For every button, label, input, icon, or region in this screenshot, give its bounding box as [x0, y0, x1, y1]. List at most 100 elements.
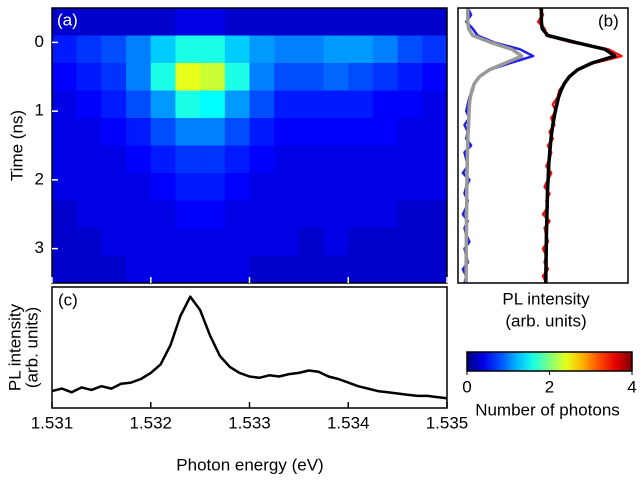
heatmap-cell	[52, 118, 78, 146]
heatmap-cell	[200, 63, 226, 91]
heatmap-cell	[101, 173, 127, 201]
heatmap-cell	[101, 8, 127, 36]
heatmap-cell	[249, 200, 275, 229]
heatmap-cell	[397, 228, 423, 256]
heatmap-cell	[126, 173, 152, 201]
heatmap-cell	[126, 118, 152, 146]
heatmap-cell	[52, 8, 78, 36]
x-tick-label: 1.533	[228, 413, 271, 432]
heatmap-cell	[323, 145, 349, 174]
heatmap-cell	[200, 228, 226, 256]
heatmap-cell	[200, 255, 226, 284]
heatmap-cell	[101, 90, 127, 119]
heatmap-cell	[101, 118, 127, 146]
heatmap-cell	[150, 118, 176, 146]
heatmap-cell	[249, 118, 275, 146]
heatmap-cell	[348, 255, 374, 284]
heatmap-cell	[249, 228, 275, 256]
heatmap-cell	[200, 200, 226, 229]
heatmap-cell	[52, 90, 78, 119]
heatmap-cell	[422, 63, 448, 91]
heatmap-cell	[175, 118, 201, 146]
heatmap-cell	[422, 200, 448, 229]
heatmap-cell	[175, 145, 201, 174]
heatmap-cell	[101, 35, 127, 64]
heatmap-cell	[126, 63, 152, 91]
heatmap-cell	[76, 145, 102, 174]
heatmap-cell	[52, 228, 78, 256]
heatmap-cell	[298, 228, 325, 256]
heatmap-cell	[323, 255, 349, 284]
heatmap-cell	[224, 145, 250, 174]
heatmap-cell	[126, 255, 152, 284]
heatmap-cell	[126, 145, 152, 174]
spectrum	[51, 295, 448, 400]
colorbar-tick-label: 0	[462, 377, 471, 396]
heatmap-cell	[175, 90, 201, 119]
x-tick-label: 1.532	[129, 413, 172, 432]
y-axis-title: Time (ns)	[7, 110, 26, 181]
y-tick-label: 2	[35, 169, 44, 188]
heatmap-cell	[101, 228, 127, 256]
x-tick-label: 1.531	[31, 413, 74, 432]
heatmap-cell	[76, 200, 102, 229]
heatmap-cell	[422, 228, 448, 256]
heatmap-cell	[274, 173, 300, 201]
heatmap-cell	[274, 90, 300, 119]
heatmap-cell	[249, 173, 275, 201]
heatmap-cell	[126, 35, 152, 64]
heatmap-cell	[274, 200, 300, 229]
heatmap-cell	[323, 90, 349, 119]
trace	[464, 8, 524, 283]
heatmap-cell	[298, 90, 325, 119]
heatmap-cell	[200, 35, 226, 64]
heatmap-cell	[200, 173, 226, 201]
heatmap-cell	[274, 8, 300, 36]
heatmap-cell	[150, 173, 176, 201]
heatmap-cell	[274, 228, 300, 256]
heatmap-cell	[52, 35, 78, 64]
heatmap-cell	[298, 118, 325, 146]
y-axis-title: PL intensity	[5, 303, 24, 391]
heatmap-cell	[348, 63, 374, 91]
y-tick-label: 3	[35, 238, 44, 257]
heatmap-cell	[126, 8, 152, 36]
heatmap-cell	[372, 228, 399, 256]
heatmap-cell	[224, 35, 250, 64]
heatmap-cell	[372, 35, 399, 64]
heatmap-cell	[348, 8, 374, 36]
heatmap-cell	[224, 228, 250, 256]
heatmap-cell	[422, 255, 448, 284]
heatmap-cell	[150, 63, 176, 91]
heatmap-cell	[298, 255, 325, 284]
heatmap-cell	[150, 145, 176, 174]
heatmap-cell	[397, 35, 423, 64]
heatmap-cell	[397, 118, 423, 146]
heatmap-cell	[348, 228, 374, 256]
heatmap-cell	[249, 35, 275, 64]
panel-frame	[457, 7, 629, 284]
heatmap-cell	[372, 90, 399, 119]
heatmap-cell	[249, 8, 275, 36]
heatmap-cell	[150, 90, 176, 119]
heatmap-cell	[224, 118, 250, 146]
heatmap-cell	[397, 255, 423, 284]
heatmap-cell	[200, 118, 226, 146]
heatmap-cell	[422, 173, 448, 201]
heatmap-cell	[422, 90, 448, 119]
trace	[461, 7, 535, 284]
x-axis-title: Photon energy (eV)	[176, 455, 323, 474]
y-tick-label: 1	[35, 101, 44, 120]
heatmap-cell	[76, 90, 102, 119]
panel-label: (a)	[57, 10, 78, 29]
heatmap-cell	[397, 90, 423, 119]
heatmap-cell	[175, 63, 201, 91]
heatmap-cell	[323, 63, 349, 91]
heatmap-cell	[76, 35, 102, 64]
heatmap-cell	[200, 8, 226, 36]
heatmap-cell	[101, 200, 127, 229]
heatmap-cell	[76, 173, 102, 201]
heatmap-cell	[397, 63, 423, 91]
heatmap-cell	[323, 200, 349, 229]
